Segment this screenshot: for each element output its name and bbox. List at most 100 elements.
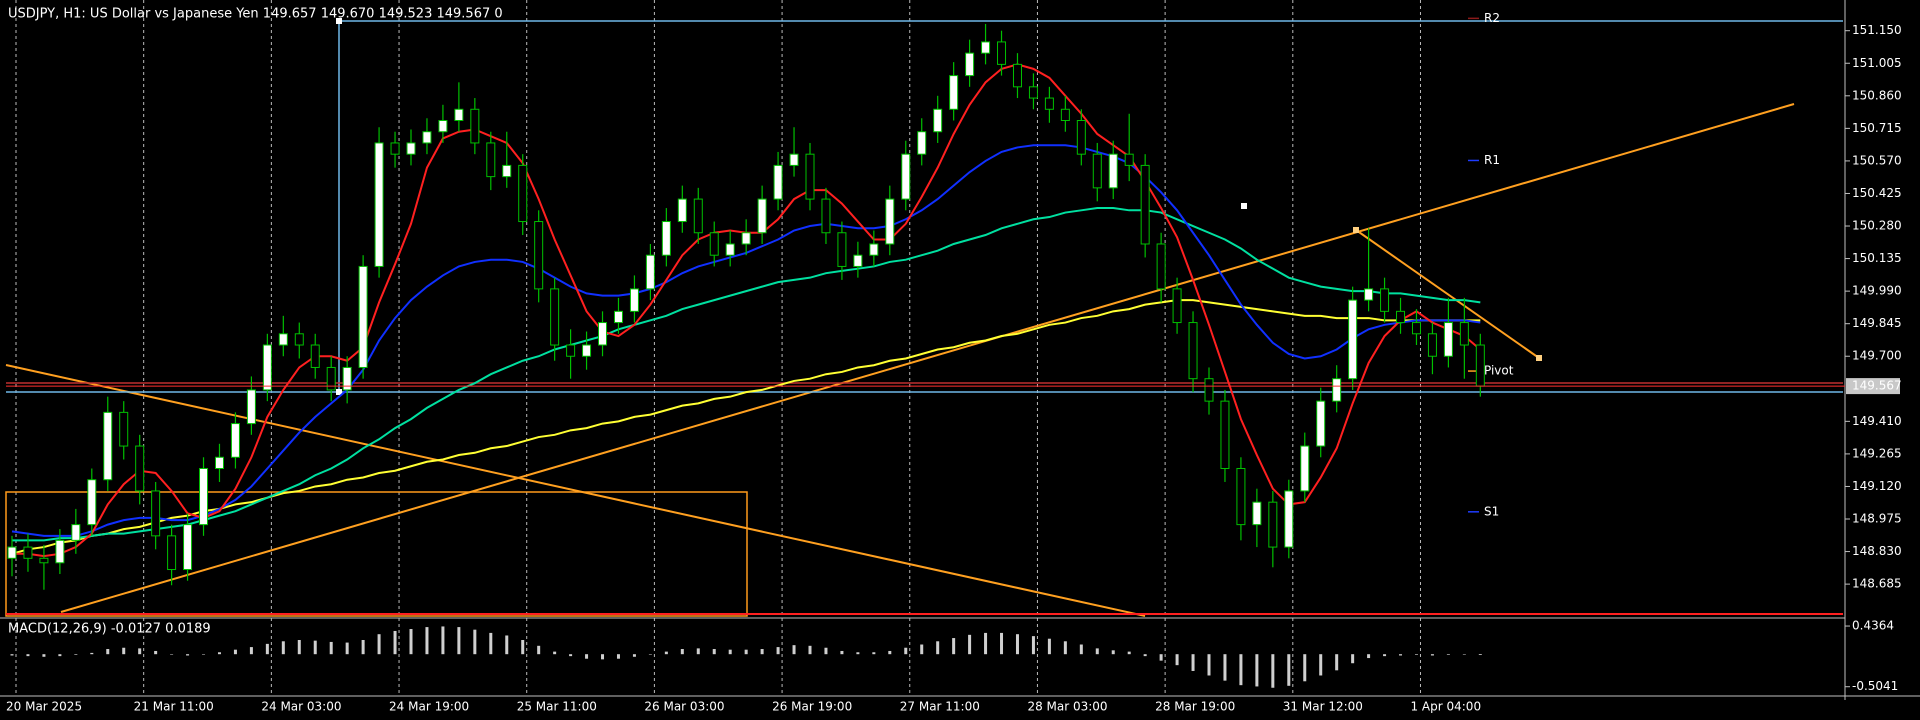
histogram-bar (1223, 654, 1227, 681)
candle-body (103, 411, 113, 481)
trend-line (60, 103, 1795, 613)
candle-body (1475, 344, 1485, 387)
candle-body (677, 198, 687, 223)
x-tick-label: 24 Mar 03:00 (261, 700, 341, 714)
histogram-bar (58, 654, 62, 657)
histogram-bar (585, 654, 589, 659)
candle-body (805, 153, 815, 200)
histogram-bar (170, 654, 174, 655)
candle-body (1268, 501, 1278, 548)
histogram-bar (122, 647, 126, 655)
candle-body (933, 108, 943, 133)
candle-body (1236, 467, 1246, 526)
histogram-bar (696, 648, 700, 655)
candle-body (23, 546, 33, 559)
histogram-bar (409, 629, 413, 655)
x-tick-label: 26 Mar 19:00 (772, 700, 852, 714)
y-tick-label: -0.5041 (1852, 679, 1898, 693)
histogram-bar (728, 649, 732, 655)
histogram-bar (792, 645, 796, 655)
indicator-title: MACD(12,26,9) -0.0127 0.0189 (8, 622, 211, 637)
histogram-bar (377, 634, 381, 655)
histogram-bar (329, 641, 333, 655)
candle-body (55, 539, 65, 564)
histogram-bar (1000, 632, 1004, 655)
candle-body (199, 467, 209, 526)
candle-body (1076, 120, 1086, 155)
candle-body (789, 153, 799, 166)
histogram-bar (936, 641, 940, 655)
histogram-bar (1271, 654, 1275, 688)
candle-body (949, 75, 959, 110)
y-tick-label: 151.005 (1852, 56, 1902, 70)
x-tick-label: 26 Mar 03:00 (644, 700, 724, 714)
histogram-bar (1127, 651, 1131, 655)
histogram-bar (425, 627, 429, 655)
candle-body (1427, 333, 1437, 357)
candle-body (278, 333, 288, 346)
histogram-bar (968, 634, 972, 655)
histogram-bar (664, 651, 668, 655)
y-tick-label: 0.4364 (1852, 619, 1894, 633)
histogram-bar (1399, 654, 1403, 656)
x-tick-label: 28 Mar 19:00 (1155, 700, 1235, 714)
histogram-bar (1335, 654, 1339, 671)
candle-body (1316, 400, 1326, 447)
histogram-bar (265, 643, 269, 655)
x-tick-label: 21 Mar 11:00 (134, 700, 214, 714)
y-tick-label: 148.830 (1852, 544, 1902, 558)
candle-body (246, 389, 256, 425)
histogram-bar (808, 645, 812, 655)
candle-body (438, 120, 448, 133)
candle-body (981, 41, 991, 54)
last-price-label: 149.567 (1852, 379, 1902, 393)
candle-body (901, 153, 911, 200)
y-tick-label: 148.685 (1852, 577, 1902, 591)
candle-body (1348, 299, 1358, 380)
trend-line (5, 364, 1146, 617)
candle-body (1443, 322, 1453, 357)
y-tick-label: 149.265 (1852, 446, 1902, 460)
candle-body (406, 142, 416, 155)
y-tick-label: 149.990 (1852, 284, 1902, 298)
y-tick-label: 149.120 (1852, 479, 1902, 493)
moving-average (12, 207, 1481, 542)
candle-body (821, 198, 831, 234)
trend-line (1355, 229, 1540, 359)
histogram-bar (1287, 654, 1291, 686)
histogram-bar (712, 649, 716, 655)
candle-body (1300, 445, 1310, 492)
candle-body (709, 232, 719, 256)
candle-body (422, 131, 432, 144)
histogram-bar (1031, 636, 1035, 655)
candle-body (917, 131, 927, 155)
y-tick-label: 149.845 (1852, 316, 1902, 330)
candle-body (486, 142, 496, 178)
candle-body (598, 322, 608, 346)
moving-average (11, 299, 1481, 555)
histogram-bar (42, 654, 46, 657)
histogram-bar (521, 640, 525, 655)
histogram-bar (1462, 654, 1466, 655)
histogram-bar (1239, 654, 1243, 686)
x-tick-label: 20 Mar 2025 (6, 700, 82, 714)
pivot-label: R1 (1484, 153, 1500, 167)
y-tick-label: 148.975 (1852, 512, 1902, 526)
histogram-bar (186, 654, 190, 656)
histogram-bar (537, 645, 541, 655)
y-tick-label: 149.700 (1852, 349, 1902, 363)
candle-body (613, 310, 623, 324)
histogram-bar (856, 652, 860, 655)
candle-body (741, 232, 751, 245)
candle-body (1396, 310, 1406, 324)
histogram-bar (1446, 654, 1450, 655)
histogram-bar (297, 640, 301, 655)
candle-body (1044, 97, 1054, 110)
histogram-bar (920, 644, 924, 655)
histogram-bar (1478, 654, 1482, 656)
histogram-bar (616, 654, 620, 659)
candle-body (1092, 153, 1102, 189)
histogram-bar (1143, 654, 1147, 657)
